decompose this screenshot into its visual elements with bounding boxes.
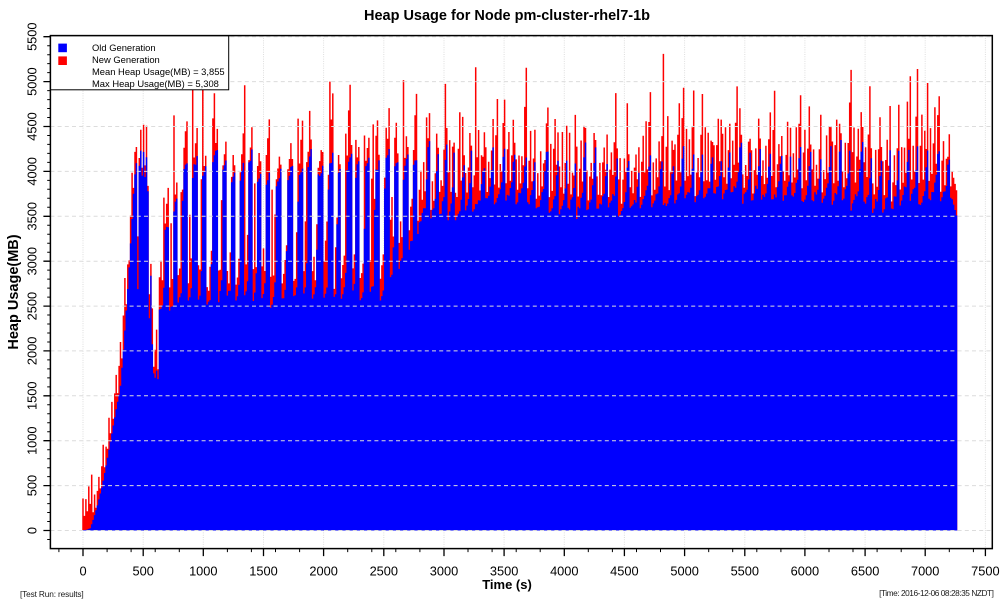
svg-text:5500: 5500 xyxy=(731,564,759,579)
svg-text:1000: 1000 xyxy=(25,426,40,454)
svg-text:0: 0 xyxy=(25,527,40,534)
svg-text:Heap Usage for Node pm-cluster: Heap Usage for Node pm-cluster-rhel7-1b xyxy=(364,8,650,24)
svg-text:3500: 3500 xyxy=(25,202,40,230)
svg-text:7500: 7500 xyxy=(971,564,999,579)
svg-text:4500: 4500 xyxy=(610,564,638,579)
svg-text:6500: 6500 xyxy=(851,564,879,579)
svg-text:4000: 4000 xyxy=(25,157,40,185)
svg-text:4500: 4500 xyxy=(25,112,40,140)
svg-text:3500: 3500 xyxy=(490,564,518,579)
svg-text:Max Heap Usage(MB) = 5,308: Max Heap Usage(MB) = 5,308 xyxy=(92,78,219,89)
svg-text:3000: 3000 xyxy=(25,247,40,275)
svg-text:1500: 1500 xyxy=(249,564,277,579)
svg-text:New Generation: New Generation xyxy=(92,54,160,65)
svg-text:0: 0 xyxy=(79,564,86,579)
svg-text:500: 500 xyxy=(25,475,40,496)
svg-text:4000: 4000 xyxy=(550,564,578,579)
svg-text:Mean Heap Usage(MB) = 3,855: Mean Heap Usage(MB) = 3,855 xyxy=(92,66,225,77)
svg-text:2500: 2500 xyxy=(370,564,398,579)
svg-text:5000: 5000 xyxy=(670,564,698,579)
svg-text:5000: 5000 xyxy=(25,67,40,95)
svg-text:7000: 7000 xyxy=(911,564,939,579)
svg-text:2500: 2500 xyxy=(25,292,40,320)
svg-text:3000: 3000 xyxy=(430,564,458,579)
svg-text:[Time: 2016-12-06 08:28:35 NZD: [Time: 2016-12-06 08:28:35 NZDT] xyxy=(879,588,994,598)
svg-text:5500: 5500 xyxy=(25,22,40,50)
svg-text:[Test Run: results]: [Test Run: results] xyxy=(20,589,84,599)
svg-text:2000: 2000 xyxy=(25,337,40,365)
svg-text:1500: 1500 xyxy=(25,382,40,410)
svg-text:6000: 6000 xyxy=(791,564,819,579)
svg-text:Old Generation: Old Generation xyxy=(92,42,156,53)
svg-text:Heap Usage(MB): Heap Usage(MB) xyxy=(6,234,22,349)
svg-text:500: 500 xyxy=(133,564,154,579)
svg-text:2000: 2000 xyxy=(309,564,337,579)
svg-text:1000: 1000 xyxy=(189,564,217,579)
svg-text:Time (s): Time (s) xyxy=(482,577,532,592)
